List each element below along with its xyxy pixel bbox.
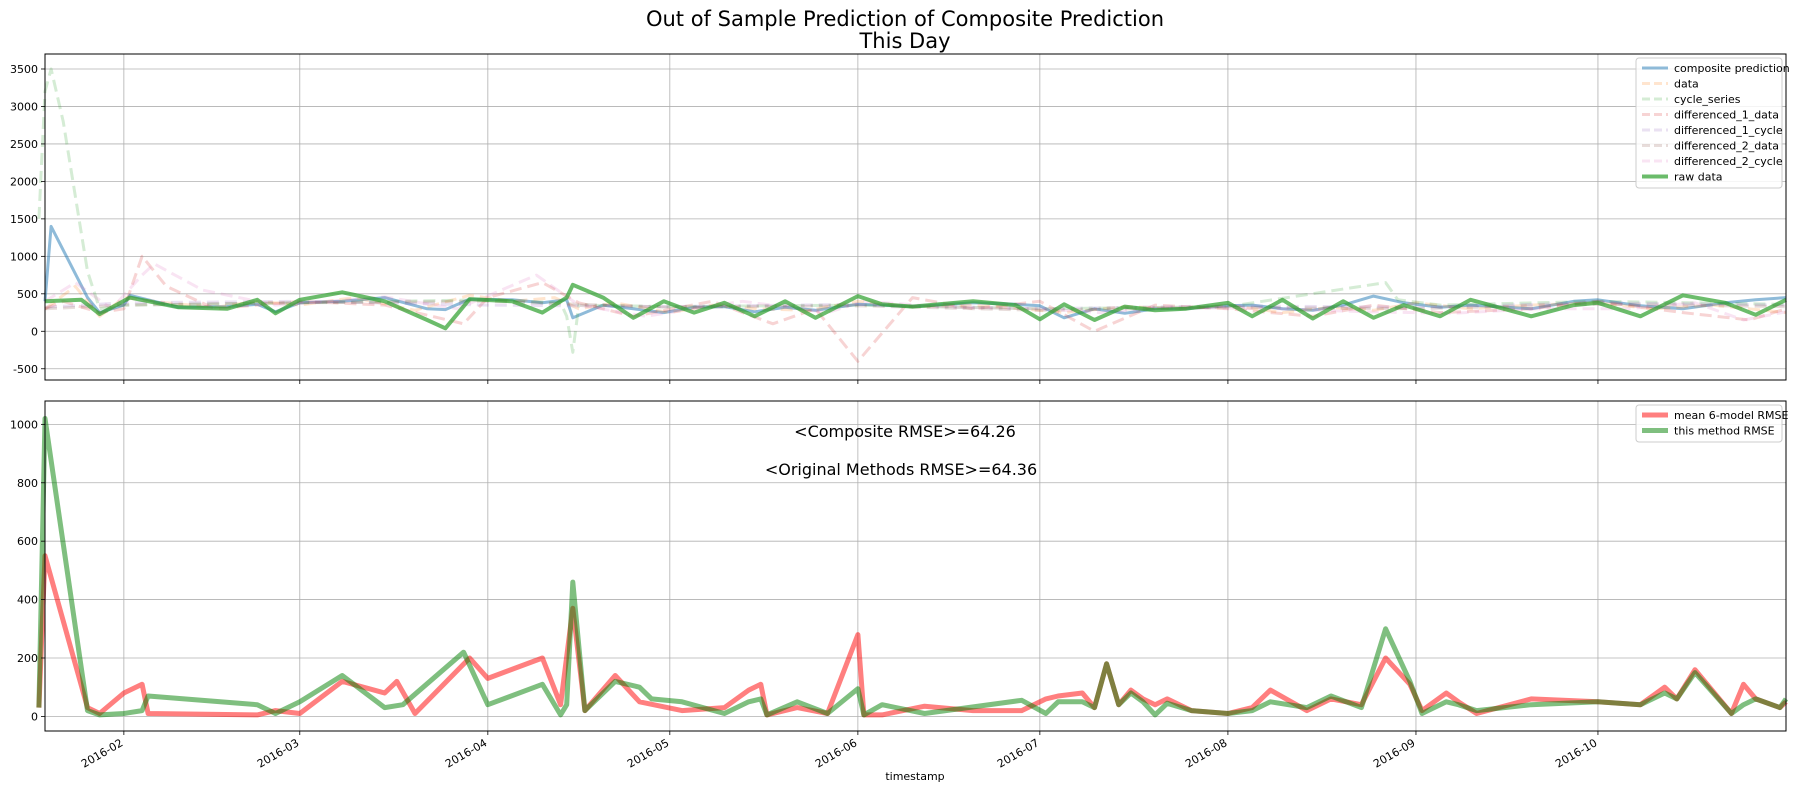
y-tick-label: 500 <box>17 288 38 301</box>
top-series-lines <box>37 67 1787 363</box>
original-methods-rmse-annotation: <Original Methods RMSE>=64.36 <box>765 460 1037 479</box>
series-line-differenced-2-data <box>44 299 1787 312</box>
legend-label: composite prediction <box>1674 62 1790 75</box>
chart-title-line1: Out of Sample Prediction of Composite Pr… <box>646 7 1164 31</box>
legend-label: cycle_series <box>1674 93 1741 106</box>
series-line-cycle-series <box>37 67 1787 354</box>
top-panel: -500 0 500 1000 1500 2000 2500 3000 3500 composi… <box>10 53 1790 384</box>
bottom-y-ticks: 0 200 400 600 800 1000 <box>10 418 1599 735</box>
x-axis-label: timestamp <box>885 770 944 783</box>
bottom-plot-frame <box>44 400 1787 732</box>
x-tick-label: 2016-08 <box>1183 736 1229 770</box>
y-tick-label: -500 <box>13 363 38 376</box>
x-tick-label: 2016-05 <box>625 736 671 770</box>
legend-label: mean 6-model RMSE <box>1674 409 1789 422</box>
y-tick-label: 800 <box>17 477 38 490</box>
bottom-legend: mean 6-model RMSE this method RMSE <box>1635 404 1789 443</box>
x-tick-label: 2016-07 <box>995 736 1041 770</box>
legend-box <box>1635 404 1783 443</box>
bottom-series-lines <box>36 416 1789 718</box>
y-tick-label: 1500 <box>10 213 38 226</box>
series-line-differenced-2-cycle <box>44 262 1787 322</box>
series-line-differenced-1-cycle <box>44 299 1787 311</box>
y-tick-label: 400 <box>17 594 38 607</box>
legend-box <box>1635 57 1783 189</box>
chart-title-line2: This Day <box>858 29 950 53</box>
composite-rmse-annotation: <Composite RMSE>=64.26 <box>794 422 1016 441</box>
x-tick-label: 2016-09 <box>1371 736 1417 770</box>
series-line-raw-data <box>44 282 1787 331</box>
top-y-ticks: -500 0 500 1000 1500 2000 2500 3000 3500 <box>10 63 1599 384</box>
x-tick-label: 2016-10 <box>1553 736 1599 770</box>
y-tick-label: 0 <box>31 710 38 723</box>
y-tick-label: 2000 <box>10 175 38 188</box>
y-tick-label: 3000 <box>10 100 38 113</box>
legend-label: differenced_2_cycle <box>1674 155 1783 168</box>
y-tick-label: 2500 <box>10 138 38 151</box>
legend-label: differenced_2_data <box>1674 140 1779 153</box>
series-line-differenced-1-data <box>44 254 1787 363</box>
y-tick-label: 1000 <box>10 418 38 431</box>
legend-label: this method RMSE <box>1674 425 1775 438</box>
legend-label: data <box>1674 78 1699 91</box>
y-tick-label: 3500 <box>10 63 38 76</box>
y-tick-label: 600 <box>17 535 38 548</box>
x-tick-label: 2016-04 <box>443 736 489 770</box>
x-tick-label: 2016-02 <box>79 736 125 770</box>
x-tick-label: 2016-06 <box>813 736 859 770</box>
series-line-mean-6-model-rmse <box>36 553 1788 718</box>
top-plot-frame <box>44 53 1787 381</box>
legend-label: raw data <box>1674 171 1723 184</box>
series-line-this-method-rmse <box>36 416 1789 718</box>
legend-label: differenced_1_data <box>1674 109 1779 122</box>
x-ticks: 2016-02 2016-03 2016-04 2016-05 2016-06 2016-… <box>79 736 1599 770</box>
top-legend: composite prediction data cycle_seriesdiff… <box>1635 57 1790 189</box>
legend-label: differenced_1_cycle <box>1674 124 1783 137</box>
y-tick-label: 200 <box>17 652 38 665</box>
top-grid <box>45 54 1786 380</box>
bottom-grid <box>45 401 1786 731</box>
y-tick-label: 1000 <box>10 250 38 263</box>
x-tick-label: 2016-03 <box>255 736 301 770</box>
y-tick-label: 0 <box>31 325 38 338</box>
